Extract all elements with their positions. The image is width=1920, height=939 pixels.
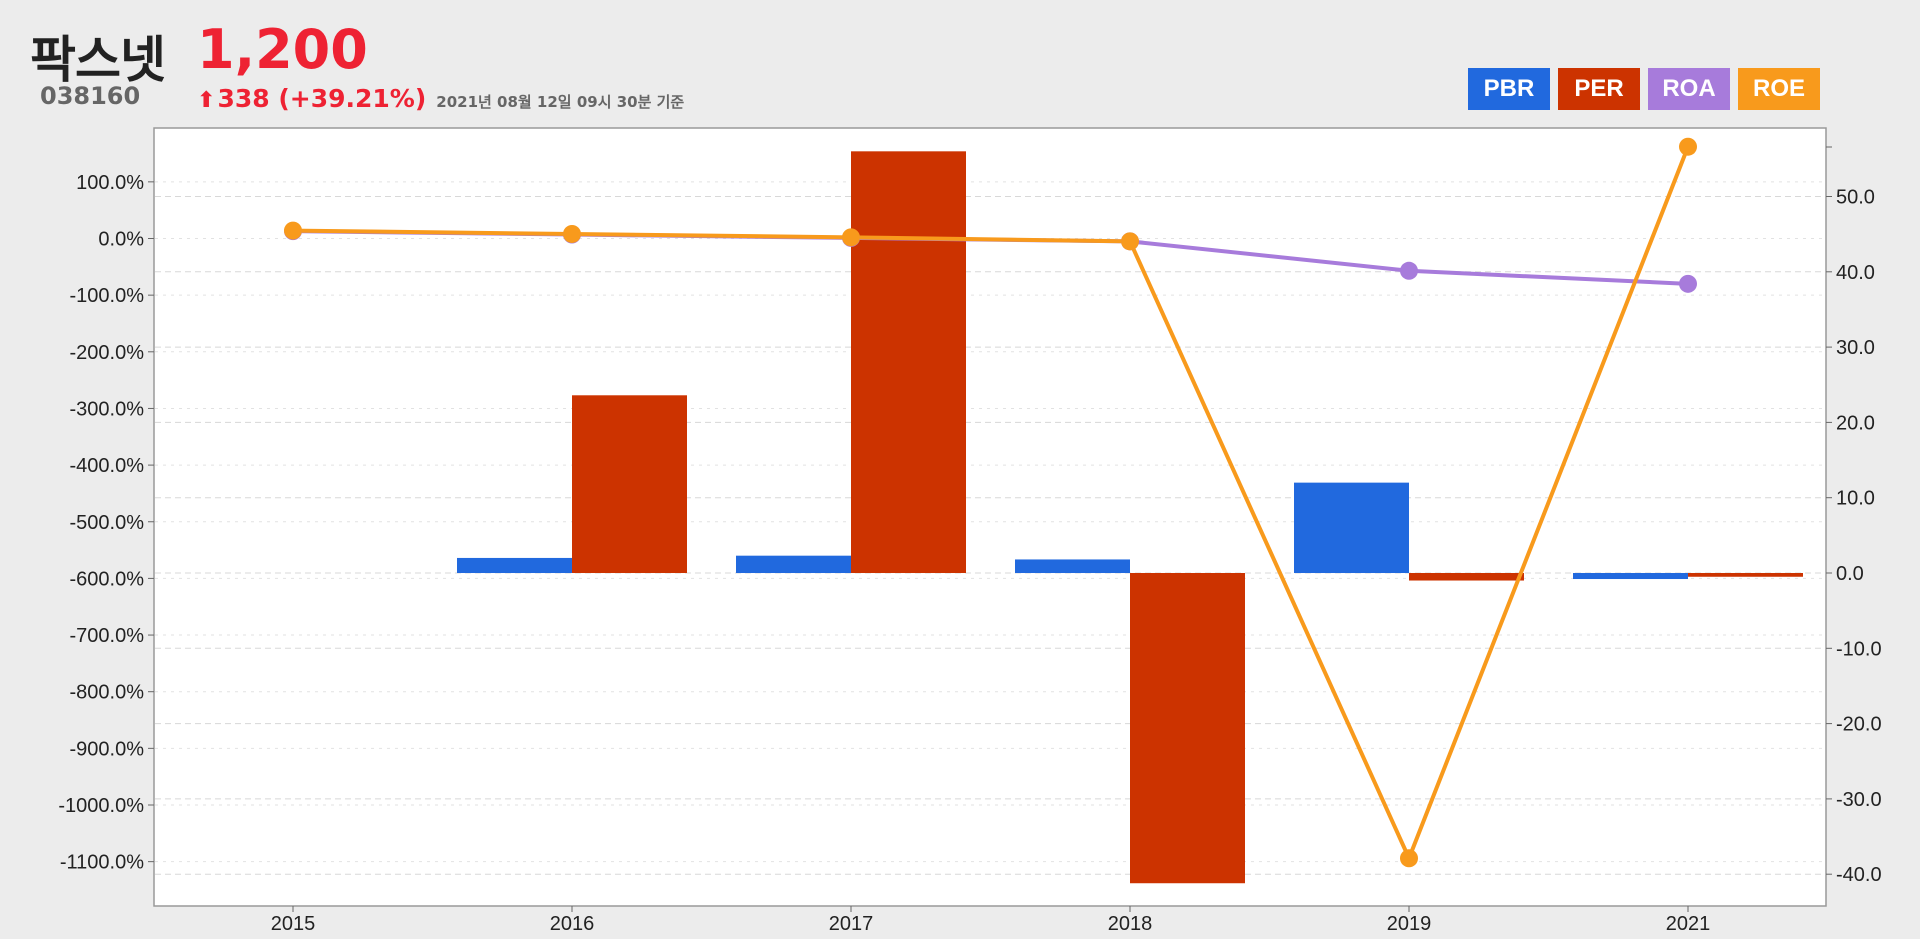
legend-per[interactable]: PER [1558,68,1640,110]
per-bar [1130,573,1245,884]
left-tick-label: -600.0% [70,568,145,590]
company-name: 팍스넷 [30,31,166,89]
right-tick-label: 20.0 [1836,412,1875,434]
left-tick-label: -400.0% [70,455,145,477]
left-tick-label: 100.0% [76,172,144,194]
x-tick-label: 2015 [271,913,316,935]
up-arrow-icon: ⬆ [197,88,216,113]
roe-point [1121,232,1139,251]
per-bar [1688,573,1803,577]
left-tick-label: -800.0% [70,682,145,704]
right-tick-label: 30.0 [1836,337,1875,359]
as-of-timestamp: 2021년 08월 12일 09시 30분 기준 [436,93,685,111]
right-tick-label: -10.0 [1836,638,1882,660]
pbr-bar [736,555,851,573]
roa-point [1400,261,1418,280]
roa-point [1679,274,1697,293]
left-tick-label: -500.0% [70,512,145,534]
pbr-bar [1294,482,1409,573]
per-bar [851,151,966,573]
pbr-bar [1015,559,1130,573]
legend-roa[interactable]: ROA [1648,68,1730,110]
right-tick-label: -30.0 [1836,789,1882,811]
per-bar [1409,573,1524,581]
x-tick-label: 2019 [1387,913,1432,935]
pbr-bar [457,557,572,573]
left-tick-label: -1100.0% [60,852,144,874]
right-tick-label: -20.0 [1836,714,1882,736]
left-tick-label: -1000.0% [58,795,144,817]
chart-legend: PBR PER ROA ROE [1468,68,1820,110]
pbr-bar [1573,573,1688,580]
legend-roe[interactable]: ROE [1738,68,1820,110]
price-change: 338 (+39.21%) [217,84,427,113]
right-tick-label: 50.0 [1836,187,1875,209]
roe-point [842,228,860,247]
right-tick-label: -40.0 [1836,864,1882,886]
stock-code: 038160 [40,82,141,110]
left-tick-label: -700.0% [70,625,145,647]
left-tick-label: -900.0% [70,738,145,760]
plot-area [153,127,1827,907]
legend-pbr[interactable]: PBR [1468,68,1550,110]
right-tick-label: 10.0 [1836,488,1875,510]
left-tick-label: -100.0% [70,285,145,307]
roe-line [292,145,1690,861]
right-tick-label: 40.0 [1836,262,1875,284]
left-tick-label: -300.0% [70,398,145,420]
left-tick-label: -200.0% [70,342,145,364]
x-tick-label: 2018 [1108,913,1153,935]
roe-point [1400,849,1418,868]
right-tick-label: 0.0 [1836,563,1864,585]
roe-point [563,224,581,243]
x-tick-label: 2016 [550,913,595,935]
roe-point [1679,137,1697,156]
x-tick-label: 2017 [829,913,874,935]
price-change-row: ⬆ 338 (+39.21%) 2021년 08월 12일 09시 30분 기준 [197,84,684,113]
x-tick-label: 2021 [1666,913,1711,935]
roe-point [284,221,302,240]
left-tick-label: 0.0% [98,229,144,251]
per-bar [572,395,687,573]
current-price: 1,200 [197,18,368,81]
